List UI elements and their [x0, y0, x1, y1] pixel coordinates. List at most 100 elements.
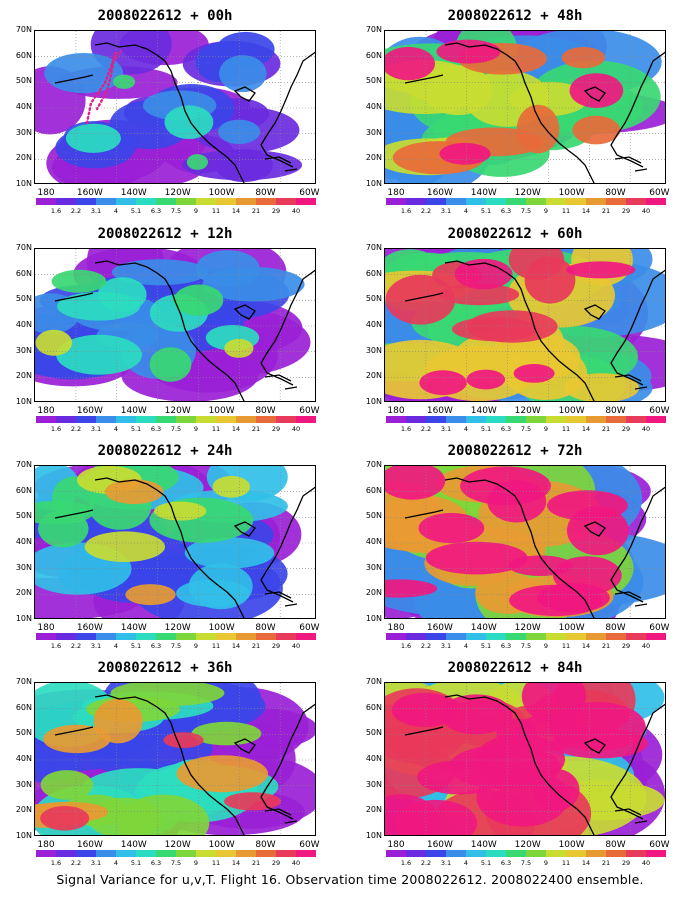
- colorbar-swatch: [296, 198, 316, 205]
- colorbar-label: 11: [211, 642, 221, 650]
- colorbar-swatch: [626, 850, 646, 857]
- colorbar-swatch: [406, 850, 426, 857]
- colorbar-label: 2.2: [70, 859, 82, 867]
- lat-tick-label: 50N: [365, 294, 382, 304]
- lon-tick-label: 140W: [120, 406, 147, 416]
- colorbar-swatch: [276, 850, 296, 857]
- coastline: [264, 156, 298, 172]
- lon-tick-label: 160W: [76, 623, 103, 633]
- lon-tick-label: 80W: [255, 188, 276, 198]
- lat-tick-label: 70N: [365, 460, 382, 469]
- colorbar-label: 29: [621, 859, 631, 867]
- lat-tick-label: 60N: [365, 50, 382, 60]
- coastline: [444, 694, 595, 835]
- colorbar-swatch: [236, 198, 256, 205]
- coastline: [94, 477, 245, 618]
- colorbar-label: 1.6: [50, 207, 62, 215]
- colorbar-label: 7.5: [170, 642, 182, 650]
- lon-tick-label: 140W: [120, 623, 147, 633]
- colorbar-label: 29: [621, 207, 631, 215]
- colorbar-label: 5.1: [130, 859, 142, 867]
- contour-field: [35, 683, 315, 835]
- lon-tick-label: 160W: [76, 406, 103, 416]
- colorbar-swatch: [526, 416, 546, 423]
- colorbar-swatch: [56, 633, 76, 640]
- coastline: [233, 521, 256, 537]
- coastline: [404, 74, 444, 84]
- colorbar-label: 21: [251, 207, 261, 215]
- coastline: [54, 726, 94, 736]
- colorbar-label: 3.1: [90, 642, 102, 650]
- colorbar-label: 2.2: [70, 642, 82, 650]
- lon-tick-label: 140W: [120, 840, 147, 850]
- colorbar-label: 5.1: [130, 642, 142, 650]
- lon-tick-label: 120W: [514, 188, 541, 198]
- colorbar-swatch: [386, 416, 406, 423]
- panel-title: 2008022612 + 60h: [447, 226, 583, 242]
- lon-tick-label: 160W: [76, 840, 103, 850]
- map-panel-72h: 2008022612 + 72h 70N 60N 50N 40N 30N 20N 10N 180…: [350, 443, 680, 653]
- colorbar-label: 21: [251, 425, 261, 433]
- panel-title: 2008022612 + 24h: [97, 443, 233, 459]
- colorbar-label: 9: [193, 642, 199, 650]
- colorbar: [386, 198, 666, 205]
- lon-tick-label: 60W: [649, 840, 670, 850]
- lon-tick-label: 160W: [426, 623, 453, 633]
- lon-tick-label: 120W: [514, 840, 541, 850]
- coastline: [583, 738, 606, 754]
- colorbar-swatch: [486, 850, 506, 857]
- colorbar-swatch: [256, 198, 276, 205]
- colorbar-swatch: [256, 416, 276, 423]
- colorbar-swatch: [486, 633, 506, 640]
- colorbar-label: 2.2: [70, 207, 82, 215]
- colorbar-label: 4: [113, 642, 119, 650]
- colorbar-swatch: [116, 850, 136, 857]
- colorbar-swatch: [506, 198, 526, 205]
- colorbar-label: 9: [543, 207, 549, 215]
- colorbar-swatch: [466, 633, 486, 640]
- colorbar-labels: 1.6 2.2 3.1 4 5.1 6.3 7.5 9 11 14 21 29 40: [36, 642, 316, 652]
- lon-tick-label: 140W: [470, 623, 497, 633]
- colorbar-swatch: [276, 416, 296, 423]
- colorbar-label: 1.6: [50, 425, 62, 433]
- colorbar-labels: 1.6 2.2 3.1 4 5.1 6.3 7.5 9 11 14 21 29 40: [36, 859, 316, 869]
- lon-tick-label: 100W: [558, 840, 585, 850]
- variance-map: [34, 682, 316, 836]
- colorbar-label: 14: [581, 859, 591, 867]
- colorbar-swatch: [386, 850, 406, 857]
- colorbar-swatch: [76, 633, 96, 640]
- colorbar-swatch: [176, 198, 196, 205]
- colorbar-swatch: [76, 198, 96, 205]
- lat-tick-label: 10N: [365, 831, 382, 840]
- colorbar-swatch: [606, 633, 626, 640]
- colorbar-label: 1.6: [50, 642, 62, 650]
- colorbar-swatch: [406, 633, 426, 640]
- lon-tick-label: 100W: [558, 406, 585, 416]
- lat-tick-label: 50N: [365, 511, 382, 521]
- coastline: [444, 42, 595, 183]
- lat-tick-label: 30N: [365, 779, 382, 789]
- colorbar-swatch: [176, 850, 196, 857]
- colorbar-label: 21: [601, 642, 611, 650]
- colorbar-swatch: [506, 633, 526, 640]
- colorbar-label: 1.6: [400, 207, 412, 215]
- colorbar-label: 5.1: [130, 207, 142, 215]
- colorbar-swatch: [406, 416, 426, 423]
- colorbar-label: 1.6: [50, 859, 62, 867]
- lat-tick-label: 60N: [15, 702, 32, 712]
- colorbar-label: 40: [641, 642, 651, 650]
- coastline: [94, 42, 245, 183]
- colorbar-label: 4: [113, 207, 119, 215]
- coastline: [614, 156, 648, 172]
- coastline: [444, 260, 595, 401]
- lon-tick-label: 100W: [208, 623, 235, 633]
- colorbar-swatch: [586, 633, 606, 640]
- colorbar-swatch: [156, 850, 176, 857]
- colorbar-swatch: [406, 198, 426, 205]
- lat-tick-label: 20N: [365, 153, 382, 163]
- lat-tick-label: 20N: [15, 371, 32, 381]
- lon-tick-label: 60W: [299, 188, 320, 198]
- coastline: [260, 486, 315, 603]
- lat-tick-label: 10N: [365, 179, 382, 188]
- lat-tick-label: 50N: [15, 76, 32, 86]
